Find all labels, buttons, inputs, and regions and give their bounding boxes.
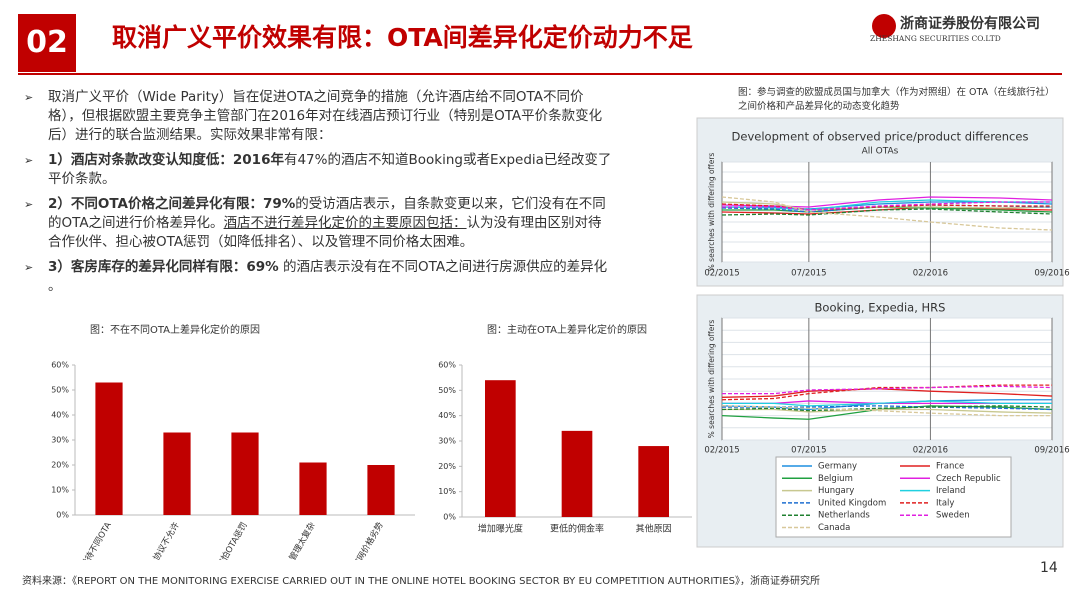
bullet-list: 取消广义平价（Wide Parity）旨在促进OTA之间竞争的措施（允许酒店给不… (22, 88, 614, 302)
series-line (721, 405, 1053, 412)
legend-label: Italy (936, 498, 954, 508)
legend-label: Sweden (936, 511, 970, 521)
bullet-text: 的受访酒店表示，自条款变更以来，它们没有在不同的OTA之间进行价格差异化。 (48, 196, 606, 231)
series-line (722, 201, 1052, 211)
slide-title: 取消广义平价效果有限：OTA间差异化定价动力不足 (112, 23, 693, 52)
bullet-text: 3）客房库存的差异化同样有限：69% (48, 259, 279, 275)
x-tick-label: 02/2016 (913, 269, 948, 279)
bullet-text: 有47%的酒店不知道Booking或者Expedia已经改变了平价条款。 (48, 152, 612, 187)
legend-label: Hungary (818, 486, 854, 496)
page-number: 14 (1040, 560, 1058, 576)
y-axis-label: % searches with differing offers (707, 153, 716, 272)
y-tick-label: 40% (438, 411, 456, 420)
series-line (721, 196, 1053, 231)
x-tick-label: 不希望酒店官网价格劣势 (329, 520, 386, 560)
y-tick-label: 50% (51, 386, 69, 395)
legend-label: Netherlands (818, 511, 870, 521)
company-name: 浙商证券股份有限公司 (900, 16, 1040, 32)
legend-label: Canada (818, 523, 850, 533)
x-tick-label: 09/2016 (1034, 269, 1069, 279)
bar (95, 382, 123, 515)
charts: 图：不在不同OTA上差异化定价的原因 0% 10% 20% 30% 40% 50% 60% 没有… (49, 117, 1070, 560)
legend-box (775, 456, 1012, 538)
chart-title: 图：不在不同OTA上差异化定价的原因 (90, 323, 260, 336)
series-line (721, 384, 1052, 401)
x-tick-label: 02/2016 (913, 446, 948, 456)
y-tick-label: 40% (51, 411, 69, 420)
y-tick-label: 50% (438, 386, 456, 395)
series-line (722, 400, 1052, 407)
chart-title: Development of observed price/product di… (732, 130, 1029, 144)
x-tick-label: 更低的佣金率 (550, 523, 604, 535)
x-tick-label: 害怕OTA惩罚 (215, 520, 250, 560)
series-line (722, 408, 1053, 414)
bullet-text: 1）酒店对条款改变认知度低：2016年 (48, 152, 284, 168)
series-line (721, 203, 1052, 211)
legend-label: Belgium (818, 474, 853, 484)
x-tick-label: 管理太复杂 (287, 520, 318, 560)
bar (299, 462, 327, 515)
source-note: 资料来源：《REPORT ON THE MONITORING EXERCISE … (22, 576, 821, 587)
y-tick-label: 30% (51, 436, 69, 445)
bullet: 取消广义平价（Wide Parity）旨在促进OTA之间竞争的措施（允许酒店给不… (22, 88, 614, 145)
bullet: 1）酒店对条款改变认知度低：2016年有47%的酒店不知道Booking或者Ex… (22, 151, 614, 189)
legend-label: Ireland (936, 486, 965, 496)
bar (485, 380, 516, 517)
x-tick-label: 增加曝光度 (478, 523, 523, 535)
y-tick-label: 20% (51, 461, 69, 470)
company-name-en: ZHESHANG SECURITIES CO.LTD (870, 34, 1001, 43)
bar (231, 432, 259, 515)
chart-title: Booking, Expedia, HRS (815, 301, 946, 315)
series-line (721, 405, 1052, 417)
x-tick-label: OTA协议不允许 (142, 520, 182, 560)
series-line (722, 405, 1053, 411)
y-tick-label: 0% (443, 513, 456, 522)
bar (638, 446, 669, 517)
bullet-text: 取消广义平价（Wide Parity）旨在促进OTA之间竞争的措施（允许酒店给不… (48, 89, 603, 143)
bar (561, 430, 593, 517)
legend-label: France (936, 462, 964, 472)
bullet: 2）不同OTA价格之间差异化有限：79%的受访酒店表示，自条款变更以来，它们没有… (22, 195, 614, 252)
x-tick-label: 07/2015 (791, 446, 826, 456)
section-badge (18, 14, 76, 72)
series-line (722, 385, 1053, 395)
series-line (721, 208, 1053, 216)
legend-label: United Kingdom (818, 498, 886, 508)
bullet-text: 酒店不进行差异化定价的主要原因包括： (223, 215, 467, 231)
x-tick-label: 07/2015 (791, 269, 826, 279)
bullet-text: 认为没有理由区别对待合作伙伴、担心被OTA惩罚（如降低排名）、以及管理不同价格太… (48, 215, 602, 250)
legend-label: Germany (818, 462, 857, 472)
y-tick-label: 20% (438, 462, 456, 471)
chart-subtitle: All OTAs (862, 147, 899, 157)
bullet-text: 2）不同OTA价格之间差异化有限：79% (48, 196, 296, 212)
y-axis-label: % searches with differing offers (707, 320, 716, 439)
y-tick-label: 10% (438, 487, 456, 496)
y-tick-label: 60% (51, 361, 69, 370)
header-rule (18, 73, 1062, 75)
x-tick-label: 没有原因差异化对待不同OTA (49, 520, 114, 560)
series-line (721, 196, 1053, 208)
y-tick-label: 60% (438, 361, 456, 370)
bar (163, 432, 191, 515)
y-tick-label: 10% (51, 486, 69, 495)
y-tick-label: 0% (56, 511, 69, 520)
y-tick-label: 30% (438, 437, 456, 446)
x-tick-label: 02/2015 (704, 446, 739, 456)
x-tick-label: 其他原因 (636, 523, 672, 535)
section-number: 02 (26, 25, 68, 60)
figure-caption: 图：参与调查的欧盟成员国与加拿大（作为对照组）在 OTA（在线旅行社）之间价格和… (738, 87, 1055, 112)
legend-label: Czech Republic (936, 474, 1001, 484)
logo-icon (872, 14, 896, 38)
bar (367, 465, 395, 515)
bullet: 3）客房库存的差异化同样有限：69% 的酒店表示没有在不同OTA之间进行房源供应… (22, 258, 614, 296)
bullet-text: 的酒店表示没有在不同OTA之间进行房源供应的差异化 。 (48, 259, 608, 294)
x-tick-label: 02/2015 (704, 269, 739, 279)
chart-title: 图：主动在OTA上差异化定价的原因 (487, 323, 647, 336)
x-tick-label: 09/2016 (1034, 446, 1069, 456)
